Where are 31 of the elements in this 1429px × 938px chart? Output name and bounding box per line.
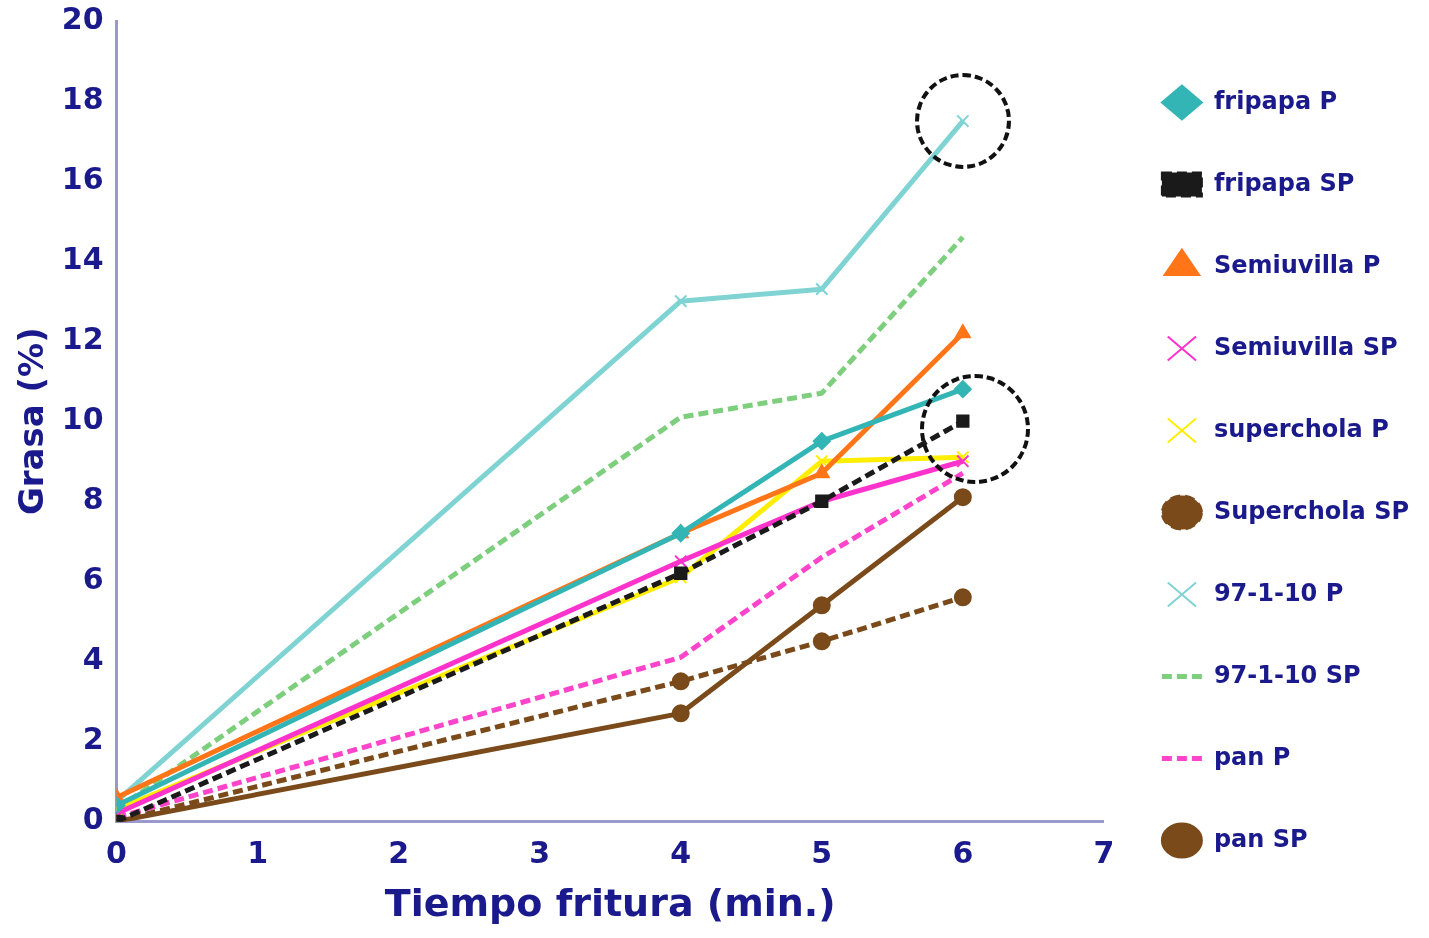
legend-label: pan SP: [1213, 824, 1308, 853]
x-tick-label: 6: [952, 835, 974, 871]
y-tick-label: 0: [82, 801, 104, 837]
x-tick-label: 5: [811, 835, 833, 871]
x-tick-label: 1: [247, 835, 269, 871]
legend-label: Semiuvilla P: [1213, 250, 1381, 279]
x-tick-label: 0: [106, 835, 127, 871]
legend-label: fripapa P: [1213, 86, 1338, 115]
legend-label: pan P: [1213, 742, 1291, 771]
x-tick-label: 7: [1093, 835, 1115, 871]
y-tick-label: 4: [82, 641, 104, 677]
x-axis-title: Tiempo fritura (min.): [384, 881, 836, 926]
legend-label: fripapa SP: [1213, 168, 1355, 197]
y-axis-title: Grasa (%): [11, 327, 52, 516]
legend-label: 97-1-10 P: [1213, 578, 1344, 607]
y-tick-label: 8: [82, 481, 104, 517]
y-tick-label: 20: [61, 0, 104, 36]
y-tick-label: 2: [82, 721, 104, 757]
legend-label: 97-1-10 SP: [1213, 660, 1361, 689]
y-tick-label: 10: [61, 401, 104, 436]
legend-label: superchola P: [1213, 414, 1389, 443]
legend-label: Superchola SP: [1213, 496, 1410, 525]
y-tick-label: 12: [61, 320, 104, 356]
x-tick-label: 4: [670, 835, 692, 871]
y-tick-label: 16: [61, 160, 104, 196]
x-tick-label: 3: [529, 835, 551, 871]
y-tick-label: 14: [61, 240, 104, 276]
x-tick-label: 2: [388, 835, 410, 871]
legend-label: Semiuvilla SP: [1213, 332, 1398, 361]
y-tick-label: 18: [61, 80, 104, 116]
y-tick-label: 6: [82, 561, 104, 597]
